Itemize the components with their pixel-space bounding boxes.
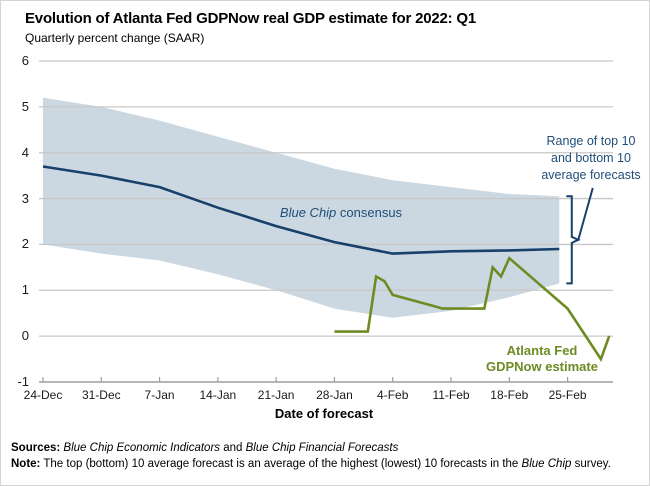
x-tick-label: 11-Feb	[432, 387, 470, 402]
x-tick-label: 24-Dec	[23, 387, 63, 402]
consensus-label-italic-part: Blue Chip	[279, 205, 337, 220]
range-annotation-line2: and bottom 10	[551, 151, 631, 165]
sources-line: Sources: Blue Chip Economic Indicators a…	[11, 440, 611, 456]
x-tick-label: 18-Feb	[490, 387, 529, 402]
y-tick-label: 4	[21, 144, 29, 160]
note-text-post: survey.	[571, 458, 611, 470]
range-annotation-line3: average forecasts	[541, 168, 641, 182]
x-tick-label: 14-Jan	[199, 387, 237, 402]
y-tick-label: 3	[21, 190, 29, 206]
x-tick-label: 7-Jan	[144, 387, 175, 402]
gdpnow-series-label: Atlanta Fed GDPNow estimate	[467, 343, 617, 375]
sources-italic-2: Blue Chip Financial Forecasts	[245, 442, 399, 454]
y-tick-label: 0	[21, 328, 29, 344]
range-annotation-label: Range of top 10 and bottom 10 average fo…	[534, 133, 648, 184]
note-text-italic: Blue Chip	[521, 458, 572, 470]
range-annotation-line1: Range of top 10	[546, 134, 636, 148]
y-tick-label: 6	[21, 53, 29, 68]
range-brace	[566, 195, 581, 285]
sources-connector: and	[220, 442, 246, 454]
gdpnow-label-line1: Atlanta Fed	[506, 343, 578, 358]
x-tick-label: 4-Feb	[377, 387, 409, 402]
note-line: Note: The top (bottom) 10 average foreca…	[11, 456, 611, 472]
y-tick-label: 5	[21, 98, 29, 114]
x-tick-label: 31-Dec	[81, 387, 121, 402]
chart-subtitle: Quarterly percent change (SAAR)	[25, 31, 205, 45]
gdpnow-label-line2: GDPNow estimate	[486, 359, 598, 374]
y-tick-label: -1	[17, 373, 29, 389]
y-tick-label: 1	[21, 282, 29, 298]
blue-chip-consensus-label: Blue Chip consensus	[271, 205, 411, 220]
y-tick-label: 2	[21, 236, 29, 252]
note-label: Note:	[11, 458, 41, 470]
sources-label: Sources:	[11, 442, 61, 454]
footer: Sources: Blue Chip Economic Indicators a…	[11, 440, 611, 472]
note-text-pre: The top (bottom) 10 average forecast is …	[40, 458, 522, 470]
consensus-label-regular-part: consensus	[336, 205, 403, 220]
x-tick-label: 21-Jan	[257, 387, 295, 402]
x-axis-title: Date of forecast	[274, 406, 374, 421]
x-tick-label: 25-Feb	[548, 387, 587, 402]
chart-title: Evolution of Atlanta Fed GDPNow real GDP…	[25, 10, 477, 27]
range-annotation-pointer-line	[577, 187, 594, 241]
sources-italic-1: Blue Chip Economic Indicators	[63, 442, 221, 454]
x-tick-label: 28-Jan	[316, 387, 353, 402]
